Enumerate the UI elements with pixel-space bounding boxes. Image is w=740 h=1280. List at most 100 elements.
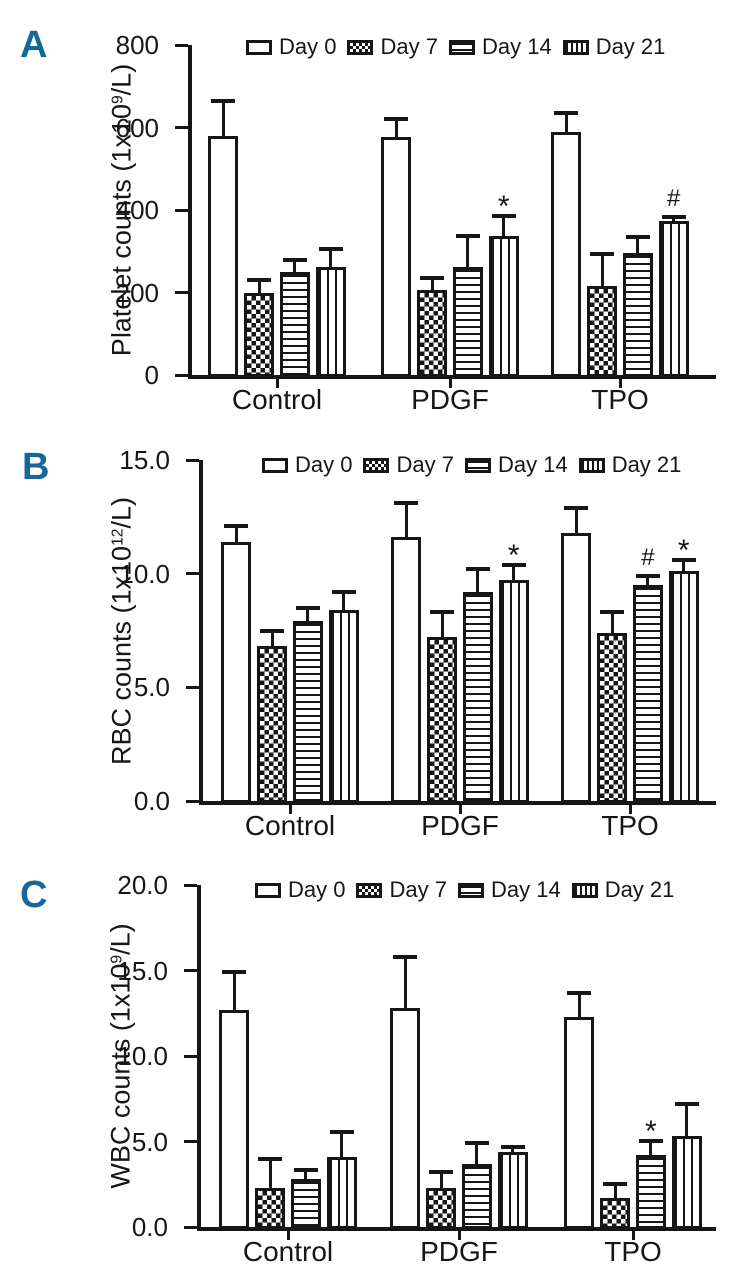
error-cap-tpo-day-14 [625,235,650,240]
significance-asterisk-tpo-day-14: * [645,1114,657,1148]
y-tick-label: 400 [115,195,159,225]
legend-item-day-7: Day 7 [363,454,454,476]
bar-pdgf-day-0 [390,1008,421,1229]
error-cap-pdgf-day-0 [384,117,409,122]
legend-label: Day 7 [389,877,447,902]
y-tick-label: 0 [144,360,159,390]
error-bar-tpo-day-0 [577,992,581,1019]
significance-asterisk-pdgf-day-21: * [507,538,520,572]
error-cap-tpo-day-14 [635,573,660,578]
error-cap-pdgf-day-21 [501,562,526,567]
error-cap-tpo-day-7 [603,1182,628,1187]
y-axis-label: Platelet counts (1x109/L) [106,63,137,357]
error-cap-tpo-day-7 [600,610,625,615]
category-label-tpo: TPO [601,810,659,841]
error-cap-tpo-day-21 [661,215,686,219]
y-tick-label: 0.0 [133,786,170,816]
y-tick [175,373,188,377]
checker-pattern-swatch-icon [356,882,383,898]
y-tick [186,685,199,689]
error-bar-tpo-day-0 [574,507,578,535]
error-bar-control-day-14 [293,260,297,274]
y-tick [184,1140,197,1143]
bar-tpo-day-21 [668,571,699,803]
y-tick-label: 600 [115,112,159,143]
legend-label: Day 0 [279,34,337,59]
y-tick [184,1054,197,1058]
x-axis [199,801,716,805]
legend-label: Day 14 [490,877,561,902]
y-axis-label-exponent: 9 [108,954,126,964]
category-label-control: Control [242,1236,334,1267]
bar-tpo-day-0 [564,1016,595,1229]
error-cap-control-day-7 [258,1156,283,1161]
error-bar-pdgf-day-0 [394,119,398,139]
legend: Day 0 Day 7 Day 14 Day 21 [246,32,665,62]
y-tick [175,126,188,129]
bar-control-day-14 [279,271,310,377]
y-axis [188,45,192,379]
bar-pdgf-day-7 [417,290,448,377]
error-cap-control-day-0 [211,98,236,103]
bar-control-day-7 [244,292,275,377]
legend-label: Day 0 [288,877,346,902]
legend-item-day-0: Day 0 [246,36,336,58]
error-bar-tpo-day-7 [600,254,604,288]
bar-control-day-14 [292,621,323,803]
legend-label: Day 0 [295,452,353,477]
error-cap-pdgf-day-21 [491,214,516,219]
x-axis [188,375,716,379]
bar-tpo-day-7 [597,632,628,803]
panel-letter-b: B [22,446,50,488]
panel-letter-a: A [20,24,48,66]
bar-pdgf-day-7 [427,637,458,803]
checker-pattern-swatch-icon [363,457,390,473]
error-cap-tpo-day-14 [638,1138,663,1143]
bar-control-day-0 [219,1009,250,1229]
error-cap-control-day-21 [329,1130,354,1135]
error-bar-pdgf-day-21 [511,1146,515,1154]
error-cap-tpo-day-7 [590,252,615,257]
bar-pdgf-day-7 [426,1187,457,1229]
error-cap-pdgf-day-7 [420,276,445,281]
error-cap-control-day-0 [224,523,249,528]
error-bar-tpo-day-7 [610,612,614,635]
error-cap-control-day-7 [247,278,272,283]
error-bar-tpo-day-14 [636,237,640,255]
bar-tpo-day-7 [587,285,618,377]
error-bar-tpo-day-21 [672,217,676,223]
y-tick-label: 10.0 [117,1041,168,1071]
legend: Day 0 Day 7 Day 14 Day 21 [262,450,681,480]
x-axis [197,1227,716,1231]
x-tick [458,805,462,814]
legend-item-day-21: Day 21 [578,454,681,476]
error-cap-control-day-7 [260,628,285,633]
bar-control-day-21 [328,610,359,803]
bar-tpo-day-7 [600,1197,631,1229]
bar-control-day-7 [255,1187,286,1229]
error-bar-control-day-0 [232,972,236,1012]
error-bar-tpo-day-14 [649,1140,653,1158]
error-cap-pdgf-day-7 [429,1170,454,1175]
bar-tpo-day-0 [561,532,592,803]
error-cap-tpo-day-0 [554,111,579,116]
error-cap-tpo-day-21 [671,558,696,563]
error-cap-pdgf-day-14 [464,1141,489,1146]
error-bar-tpo-day-7 [613,1184,617,1200]
error-bar-pdgf-day-0 [404,503,408,540]
bar-tpo-day-21 [671,1136,702,1229]
error-bar-pdgf-day-7 [439,1172,443,1190]
error-bar-pdgf-day-14 [475,1143,479,1166]
error-bar-control-day-0 [221,100,225,138]
y-axis [197,885,201,1231]
bar-control-day-7 [257,646,288,803]
open-pattern-swatch-icon [255,882,281,898]
error-cap-control-day-14 [295,605,320,610]
error-cap-control-day-14 [293,1167,318,1172]
significance-asterisk-pdgf-day-21: * [497,190,510,224]
bar-pdgf-day-0 [381,136,412,377]
panel-letter-c: C [20,874,48,916]
error-bar-pdgf-day-14 [466,236,470,269]
error-cap-tpo-day-21 [674,1101,699,1106]
y-tick-label: 0.0 [131,1212,168,1242]
